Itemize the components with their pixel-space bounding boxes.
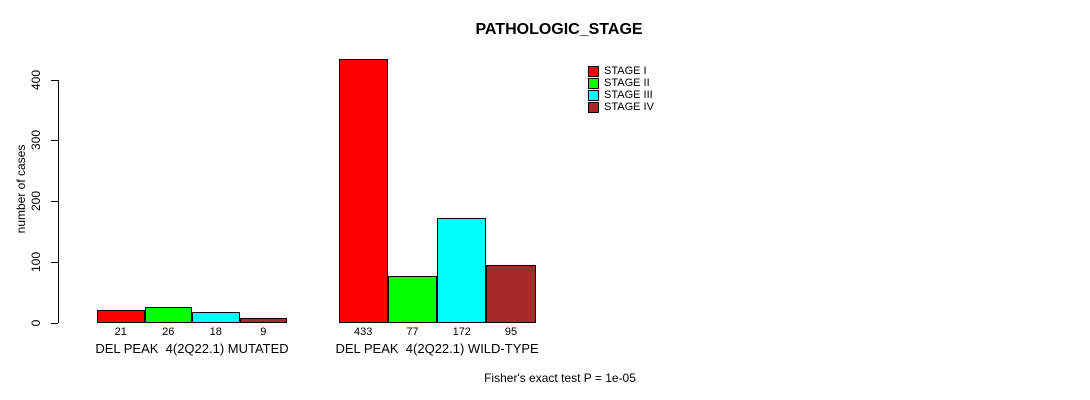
legend-item: STAGE I bbox=[588, 66, 654, 77]
y-axis-tick bbox=[51, 262, 58, 264]
legend-item: STAGE II bbox=[588, 78, 654, 89]
bar-value-label: 172 bbox=[452, 326, 471, 338]
bar-stage-iv bbox=[239, 317, 287, 323]
y-axis-tick bbox=[51, 323, 58, 324]
bar-value-label: 18 bbox=[209, 326, 222, 338]
legend-swatch bbox=[588, 78, 599, 89]
legend-swatch bbox=[588, 102, 599, 113]
stat-annotation: Fisher's exact test P = 1e-05 bbox=[484, 371, 636, 385]
y-axis-tick bbox=[51, 79, 58, 81]
y-axis-tick-label: 0 bbox=[29, 319, 43, 327]
bar-stage-i bbox=[338, 59, 388, 323]
legend-item: STAGE IV bbox=[588, 102, 654, 113]
bar-value-label: 9 bbox=[260, 326, 267, 338]
bar-value-label: 95 bbox=[504, 326, 518, 338]
legend-label: STAGE II bbox=[604, 77, 650, 89]
y-axis-tick-label: 300 bbox=[29, 130, 43, 151]
legend-label: STAGE IV bbox=[604, 101, 654, 113]
legend: STAGE I STAGE II STAGE III STAGE IV bbox=[588, 66, 654, 113]
legend-label: STAGE I bbox=[604, 65, 647, 77]
x-group-label: DEL PEAK 4(2Q22.1) MUTATED bbox=[95, 341, 289, 356]
bar-value-label: 21 bbox=[114, 326, 127, 338]
y-axis-tick-label: 400 bbox=[29, 69, 43, 90]
bar-stage-ii bbox=[144, 307, 192, 323]
legend-label: STAGE III bbox=[604, 89, 653, 101]
bar-stage-iii bbox=[192, 312, 240, 323]
y-axis-tick bbox=[51, 201, 58, 203]
chart-title: PATHOLOGIC_STAGE bbox=[475, 21, 643, 38]
bar-value-label: 26 bbox=[162, 326, 175, 338]
bar-value-label: 433 bbox=[353, 326, 373, 338]
legend-item: STAGE III bbox=[588, 90, 654, 101]
y-axis-tick bbox=[51, 140, 58, 142]
y-axis-tick-label: 200 bbox=[29, 191, 43, 212]
y-axis-tick-label: 100 bbox=[29, 252, 43, 273]
bar-stage-ii bbox=[387, 276, 438, 323]
bar-value-label: 77 bbox=[406, 326, 419, 338]
bar-stage-iv bbox=[486, 265, 536, 323]
legend-swatch bbox=[588, 90, 599, 101]
x-group-label: DEL PEAK 4(2Q22.1) WILD-TYPE bbox=[335, 341, 539, 356]
bar-stage-iii bbox=[437, 218, 487, 323]
legend-swatch bbox=[588, 66, 599, 77]
bar-stage-i bbox=[97, 310, 145, 323]
y-axis-line bbox=[58, 79, 59, 323]
